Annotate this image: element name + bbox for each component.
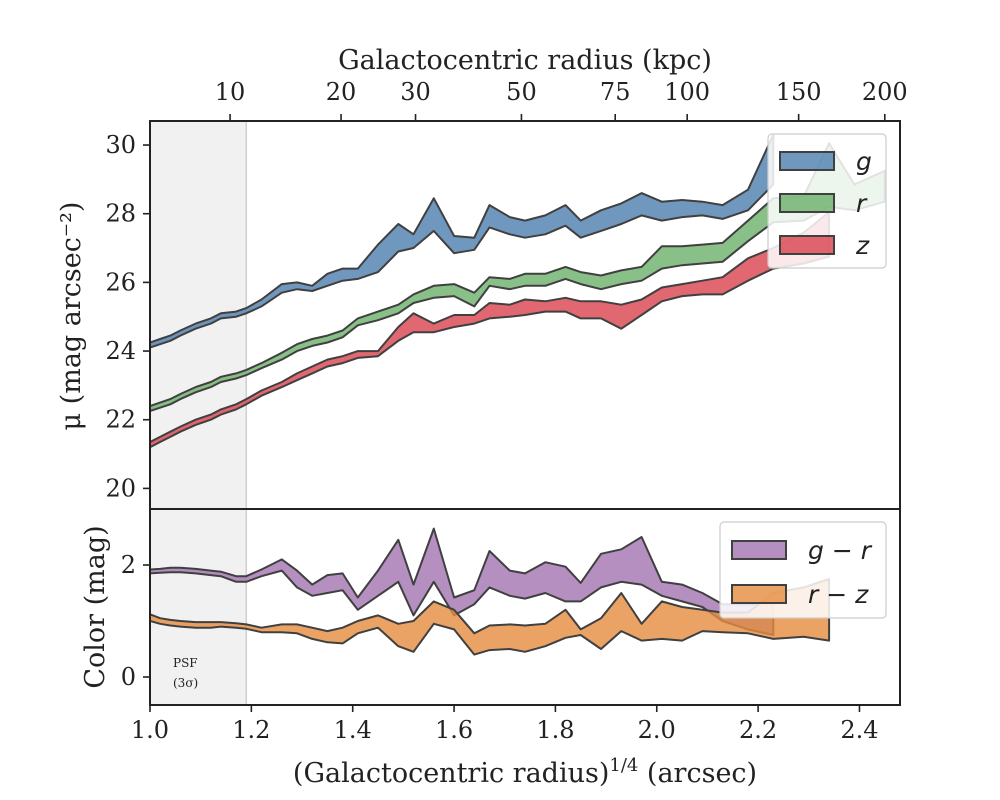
color-ytick-label: 2 [121, 551, 136, 579]
legend-swatch [731, 584, 787, 604]
y-axis-title-main: μ (mag arcsec⁻²) [56, 202, 87, 431]
main-ytick-label: 24 [105, 337, 136, 365]
xtick-label: 1.2 [232, 716, 270, 744]
legend-1: g − r r − z [719, 521, 887, 619]
main-ytick-label: 30 [105, 131, 136, 159]
xtick-label: 1.8 [536, 716, 574, 744]
top-axis-title: Galactocentric radius (kpc) [338, 45, 712, 76]
psf-shaded-region [150, 509, 247, 705]
axis-labels: Galactocentric radius (kpc) (Galactocent… [56, 45, 757, 789]
main-ytick-label: 26 [105, 268, 136, 296]
top-tick-label: 200 [862, 78, 908, 106]
legend-label: r − z [808, 580, 869, 609]
xtick-label: 1.4 [334, 716, 372, 744]
color-panel: PSF (3σ) 0 2 1.0 1.2 1.4 1.6 1.8 2.0 2.2 2.4 g − r r … [121, 508, 901, 744]
color-panel-frame [149, 508, 901, 706]
top-tick-label: 50 [506, 78, 537, 106]
legend-swatch [779, 151, 835, 171]
xtick-label: 1.6 [435, 716, 473, 744]
legend-swatch [779, 235, 835, 255]
xtick-label: 2.2 [739, 716, 777, 744]
legend-0: grz [767, 133, 887, 269]
xtick-label: 2.0 [638, 716, 676, 744]
top-tick-label: 20 [326, 78, 357, 106]
legend-swatch [779, 193, 835, 213]
surface-brightness-panel: 20 22 24 26 28 30 10 20 30 50 75 100 150 200 grz [105, 78, 908, 510]
top-tick-label: 75 [600, 78, 631, 106]
series-band-1-1 [150, 578, 831, 656]
top-tick-label: 10 [215, 78, 246, 106]
psf-note-line2: (3σ) [173, 676, 198, 690]
main-ytick-label: 22 [105, 406, 136, 434]
xtick-label: 1.0 [131, 716, 169, 744]
top-tick-label: 30 [400, 78, 431, 106]
xtick-label: 2.4 [840, 716, 878, 744]
top-tick-label: 100 [664, 78, 710, 106]
main-ytick-label: 20 [105, 474, 136, 502]
main-ytick-label: 28 [105, 200, 136, 228]
psf-note-line1: PSF [173, 656, 198, 670]
y-axis-title-color: Color (mag) [80, 525, 111, 688]
x-axis-title: (Galactocentric radius)1/4 (arcsec) [293, 755, 757, 789]
legend-label: g − r [808, 536, 873, 565]
top-tick-label: 150 [776, 78, 822, 106]
legend-label: z [855, 231, 870, 260]
legend-label: g [856, 147, 872, 176]
color-ytick-label: 0 [121, 663, 136, 691]
legend-swatch [731, 540, 787, 560]
legend-label: r [856, 189, 868, 218]
